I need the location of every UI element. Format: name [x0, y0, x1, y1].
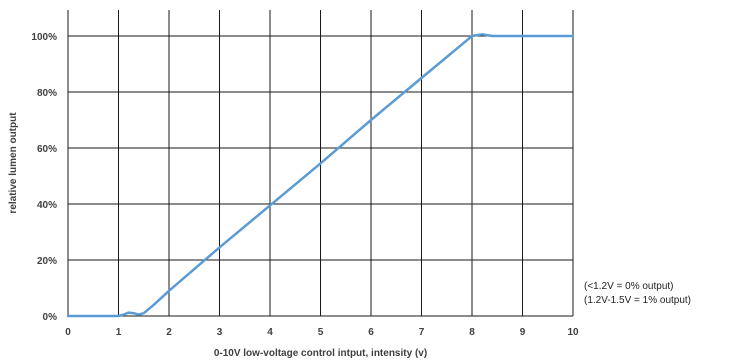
y-tick-label: 0%: [43, 312, 58, 323]
y-tick-label: 40%: [37, 200, 57, 211]
x-tick-label: 10: [567, 327, 579, 338]
x-tick-label: 8: [469, 327, 475, 338]
x-tick-label: 7: [419, 327, 425, 338]
y-axis-label: relative lumen output: [8, 112, 19, 214]
x-tick-label: 3: [217, 327, 223, 338]
x-tick-labels: 0 1 2 3 4 5 6 7 8 9 10: [65, 327, 579, 338]
y-tick-labels: 0% 20% 40% 60% 80% 100%: [31, 32, 57, 323]
annotation-below-threshold: (<1.2V = 0% output): [584, 281, 674, 292]
series-line: [66, 33, 575, 318]
x-axis-label: 0-10V low-voltage control intput, intens…: [214, 348, 427, 359]
x-tick-label: 4: [267, 327, 273, 338]
x-tick-label: 6: [368, 327, 374, 338]
series-layer: [66, 33, 575, 318]
x-tick-label: 9: [520, 327, 526, 338]
grid: [67, 10, 574, 317]
annotation-min-output: (1.2V-1.5V = 1% output): [584, 295, 691, 306]
x-tick-label: 2: [166, 327, 172, 338]
x-tick-label: 1: [116, 327, 122, 338]
x-tick-label: 0: [65, 327, 71, 338]
y-tick-label: 20%: [37, 256, 57, 267]
y-tick-label: 60%: [37, 144, 57, 155]
y-tick-label: 100%: [31, 32, 57, 43]
y-tick-label: 80%: [37, 88, 57, 99]
x-tick-label: 5: [318, 327, 324, 338]
